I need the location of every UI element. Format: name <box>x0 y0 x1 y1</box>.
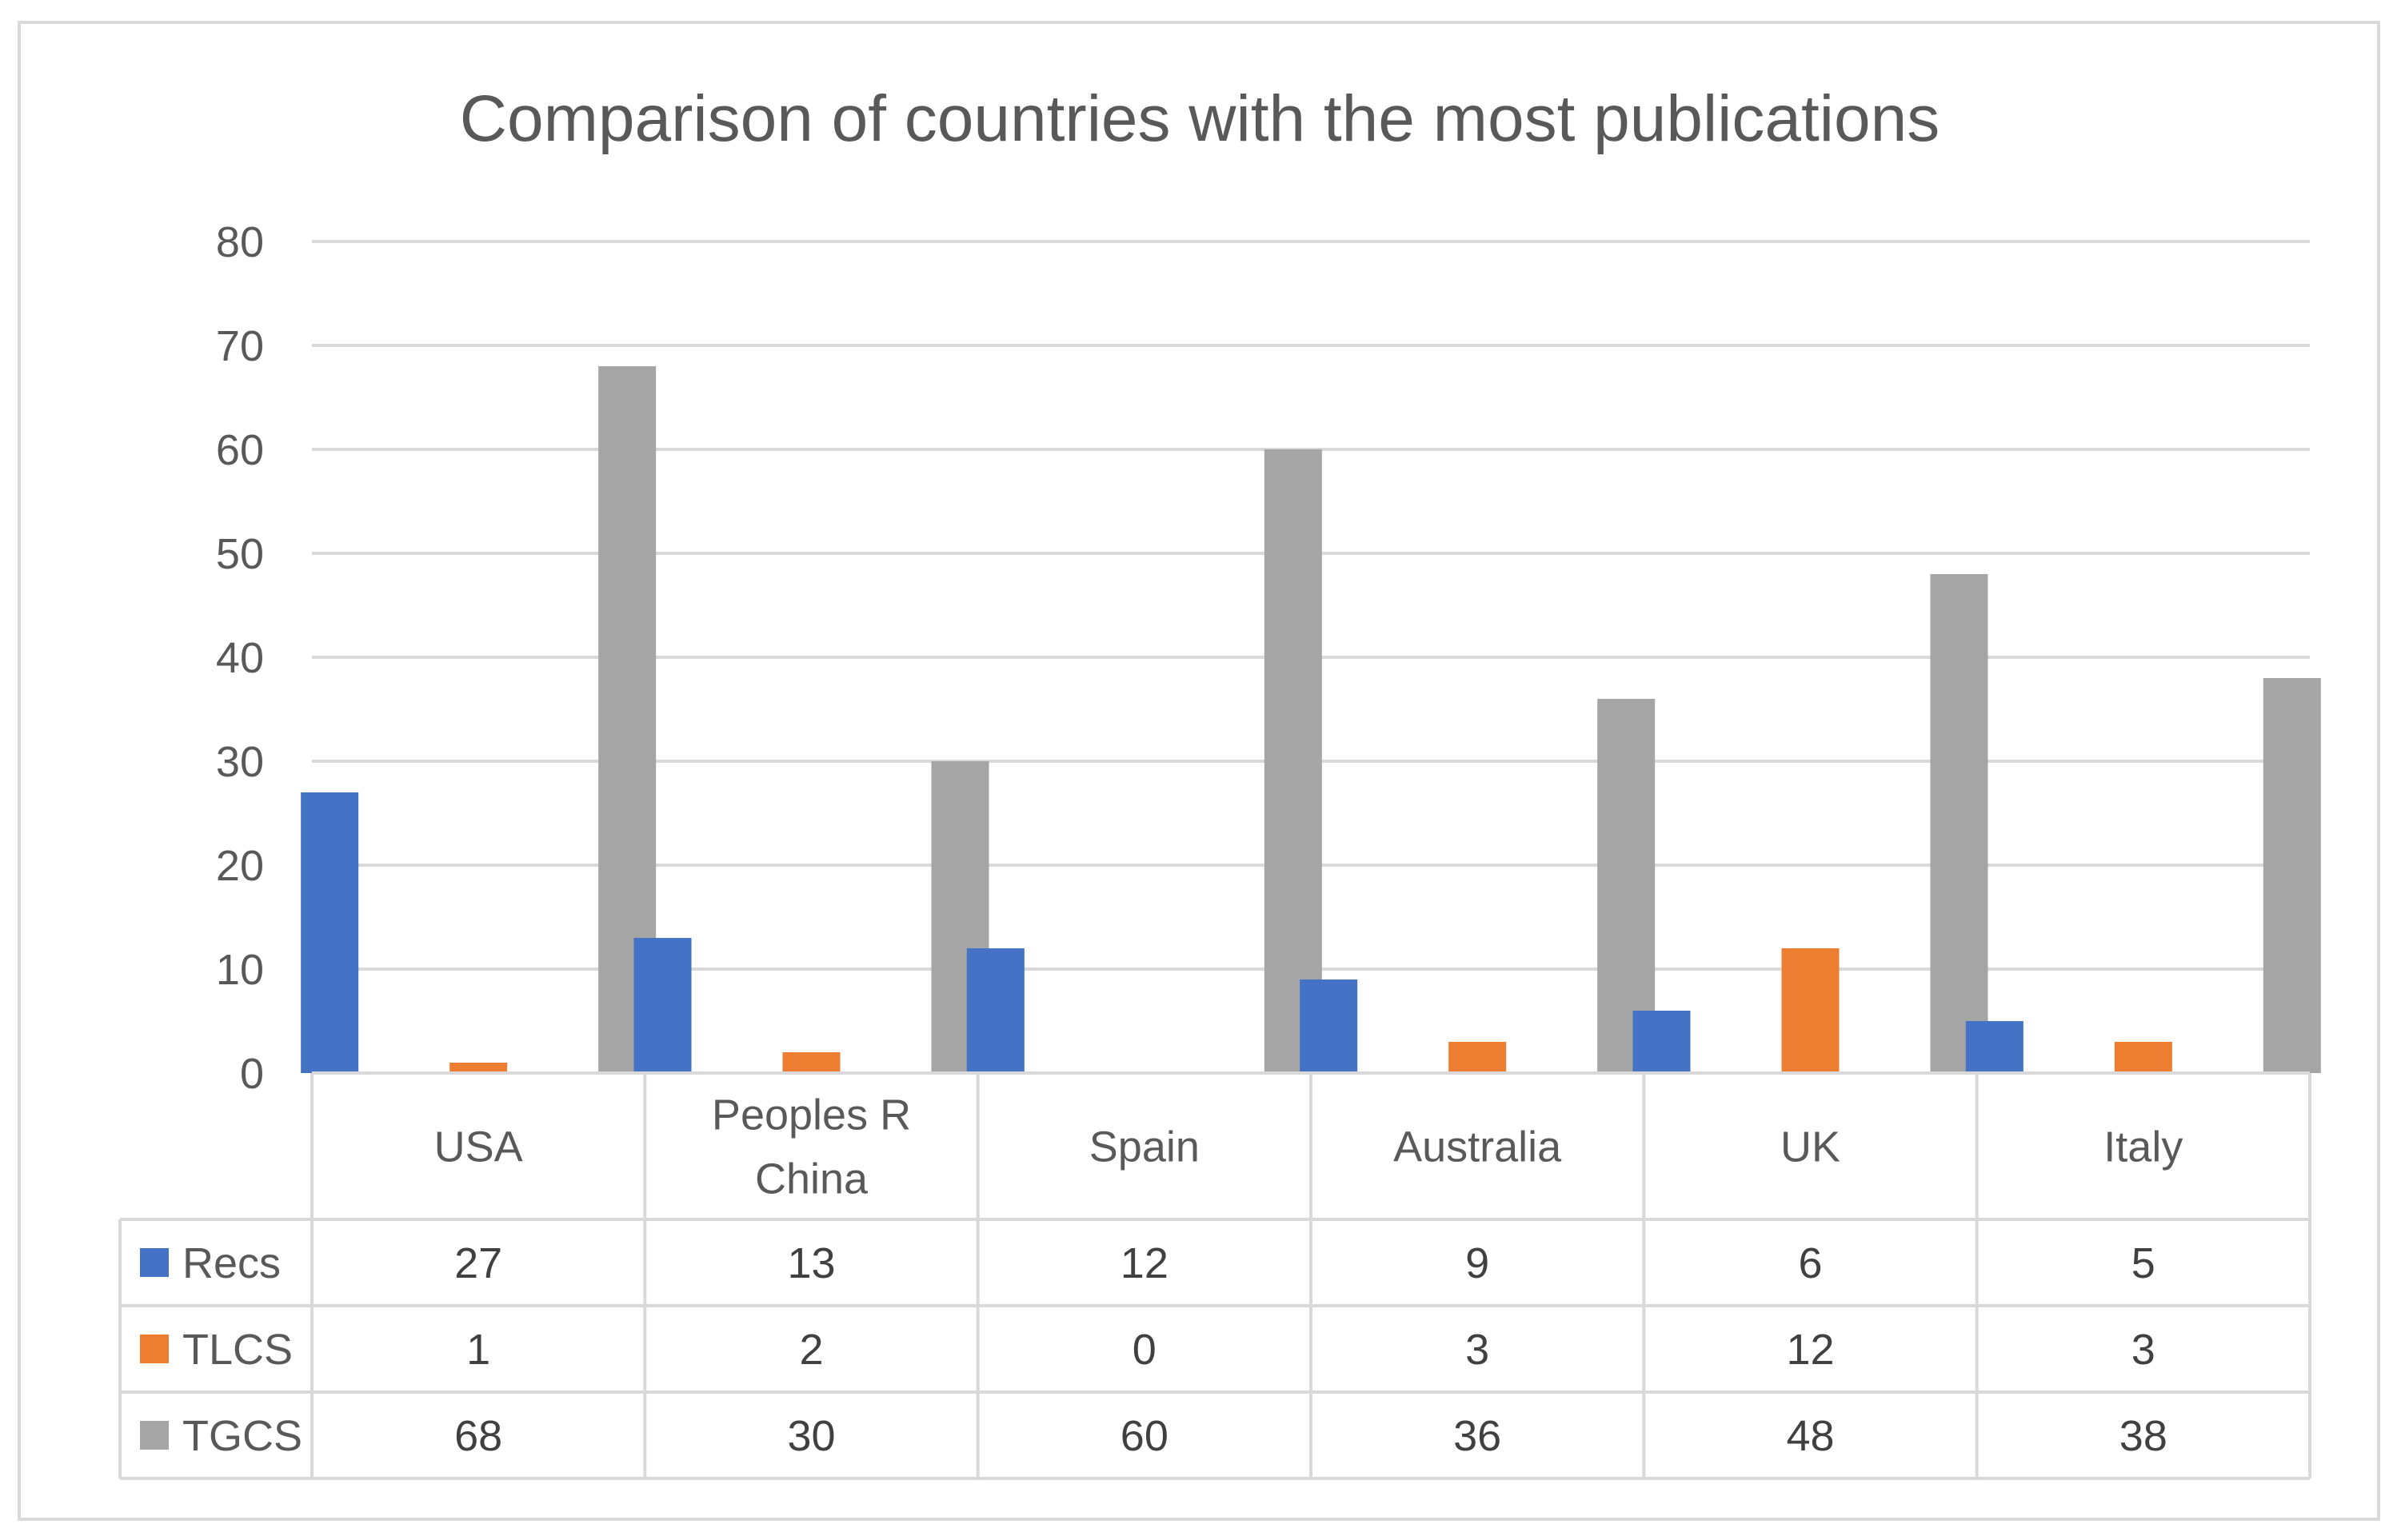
category-label: Spain <box>1089 1123 1200 1171</box>
y-axis-ticks: 0 10 20 30 40 50 60 70 80 <box>216 218 264 1098</box>
chart-frame <box>18 21 2380 1521</box>
data-label: 0 <box>1133 1326 1157 1374</box>
chart-title: Comparison of countries with the most pu… <box>460 82 1940 155</box>
bar <box>1781 948 1840 1073</box>
data-label: 9 <box>1465 1239 1489 1287</box>
bar <box>2114 1042 2172 1073</box>
y-tick-label: 20 <box>216 842 264 890</box>
data-label: 30 <box>787 1412 835 1460</box>
category-label: Australia <box>1393 1123 1562 1171</box>
category-label: Peoples R <box>712 1091 911 1139</box>
y-tick-label: 30 <box>216 738 264 786</box>
bar <box>449 1063 508 1073</box>
series-name: TGCS <box>182 1412 302 1460</box>
legend-key <box>140 1335 169 1363</box>
y-tick-label: 60 <box>216 426 264 474</box>
bar <box>301 792 359 1073</box>
legend-key <box>140 1248 169 1277</box>
y-tick-label: 0 <box>240 1050 264 1098</box>
y-tick-label: 10 <box>216 946 264 994</box>
bars <box>301 366 2321 1073</box>
legend-key <box>140 1421 169 1450</box>
data-label: 68 <box>454 1412 502 1460</box>
bar <box>1448 1042 1507 1073</box>
data-label: 5 <box>2131 1239 2155 1287</box>
category-label: UK <box>1780 1123 1840 1171</box>
bar <box>1930 574 1988 1073</box>
category-label: USA <box>434 1123 523 1171</box>
data-label: 60 <box>1121 1412 1169 1460</box>
data-label: 6 <box>1798 1239 1822 1287</box>
data-label: 12 <box>1121 1239 1169 1287</box>
category-label: Italy <box>2103 1123 2183 1171</box>
y-tick-label: 40 <box>216 634 264 682</box>
data-label: 2 <box>799 1326 823 1374</box>
bar <box>633 938 692 1073</box>
data-label: 1 <box>466 1326 490 1374</box>
data-table: USA Peoples R China Spain Australia UK Italy Re… <box>118 1071 2311 1480</box>
bar <box>1264 449 1322 1073</box>
y-tick-label: 50 <box>216 530 264 578</box>
data-label: 12 <box>1786 1326 1834 1374</box>
series-name: Recs <box>182 1239 281 1287</box>
bar <box>966 948 1025 1073</box>
data-label: 27 <box>454 1239 502 1287</box>
bar <box>2263 678 2321 1073</box>
y-tick-label: 80 <box>216 218 264 266</box>
data-label: 36 <box>1453 1412 1501 1460</box>
data-label: 38 <box>2119 1412 2167 1460</box>
data-label: 13 <box>787 1239 835 1287</box>
series-name: TLCS <box>182 1326 293 1374</box>
y-tick-label: 70 <box>216 322 264 370</box>
bar <box>782 1052 841 1073</box>
bar <box>1300 979 1358 1073</box>
data-label: 3 <box>1465 1326 1489 1374</box>
data-label: 3 <box>2131 1326 2155 1374</box>
category-label: China <box>755 1155 869 1203</box>
bar <box>1965 1021 2023 1073</box>
data-label: 48 <box>1786 1412 1834 1460</box>
bar <box>1632 1011 1691 1073</box>
